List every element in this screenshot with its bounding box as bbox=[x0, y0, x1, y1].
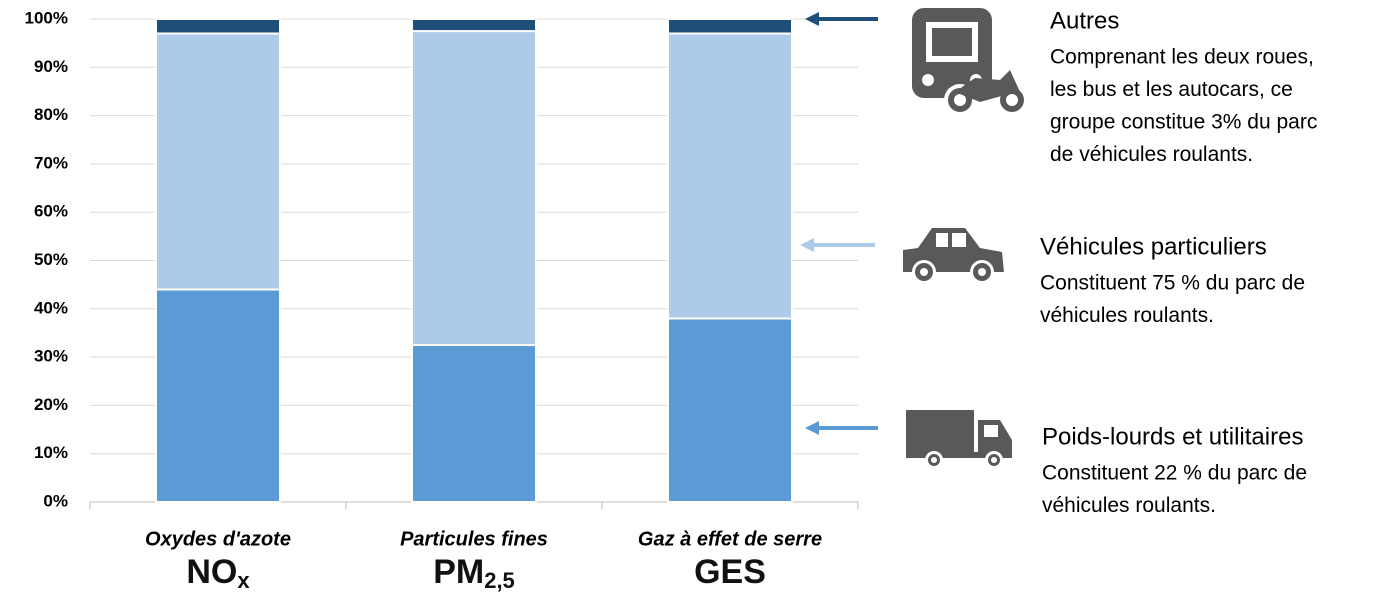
icon-truck bbox=[906, 410, 1012, 469]
bar-segment bbox=[155, 32, 281, 291]
code-sub: 2,5 bbox=[484, 568, 515, 593]
category-label: Particules fines bbox=[400, 528, 548, 550]
code-main: GES bbox=[694, 553, 766, 591]
bar-segment bbox=[411, 30, 537, 347]
bar-segment bbox=[155, 18, 281, 35]
legend-title: Poids-lourds et utilitaires bbox=[1042, 423, 1303, 450]
legend-description: groupe constitue 3% du parc bbox=[1050, 111, 1317, 134]
icon-bus-moto bbox=[912, 8, 1028, 116]
bar-segment bbox=[667, 18, 793, 35]
legend-description: véhicules roulants. bbox=[1040, 304, 1214, 327]
bar-segment bbox=[667, 317, 793, 503]
y-tick-label: 20% bbox=[34, 395, 68, 414]
y-tick-label: 70% bbox=[34, 153, 68, 172]
y-tick-label: 40% bbox=[34, 298, 68, 317]
code-main: NO bbox=[186, 553, 237, 591]
y-tick-label: 30% bbox=[34, 347, 68, 366]
category-label: Gaz à effet de serre bbox=[638, 528, 822, 550]
bar-segment bbox=[411, 344, 537, 503]
icon-car bbox=[903, 228, 1004, 284]
y-tick-label: 50% bbox=[34, 250, 68, 269]
bar-segment bbox=[667, 32, 793, 320]
category-code: PM2,5 bbox=[433, 553, 515, 593]
legend-arrowhead bbox=[805, 12, 819, 26]
category-label: Oxydes d'azote bbox=[145, 528, 291, 550]
legend-description: Comprenant les deux roues, bbox=[1050, 46, 1314, 69]
y-tick-label: 80% bbox=[34, 105, 68, 124]
legend-description: véhicules roulants. bbox=[1042, 494, 1216, 517]
legend-title: Véhicules particuliers bbox=[1040, 233, 1267, 260]
y-tick-label: 10% bbox=[34, 443, 68, 462]
code-main: PM bbox=[433, 553, 484, 591]
y-tick-label: 60% bbox=[34, 202, 68, 221]
category-code: GES bbox=[694, 553, 766, 591]
legend-description: de véhicules roulants. bbox=[1050, 143, 1253, 166]
code-sub: x bbox=[237, 568, 250, 593]
legend-description: Constituent 75 % du parc de bbox=[1040, 272, 1305, 295]
legend-title: Autres bbox=[1050, 7, 1119, 34]
legend-description: Constituent 22 % du parc de bbox=[1042, 462, 1307, 485]
y-tick-label: 0% bbox=[43, 491, 68, 510]
legend-arrowhead bbox=[805, 421, 819, 435]
category-code: NOx bbox=[186, 553, 250, 593]
y-tick-label: 100% bbox=[25, 8, 68, 27]
bar-segment bbox=[155, 288, 281, 504]
bar-segment bbox=[411, 18, 537, 33]
legend-arrowhead bbox=[800, 238, 814, 252]
legend-description: les bus et les autocars, ce bbox=[1050, 78, 1293, 101]
y-tick-label: 90% bbox=[34, 57, 68, 76]
